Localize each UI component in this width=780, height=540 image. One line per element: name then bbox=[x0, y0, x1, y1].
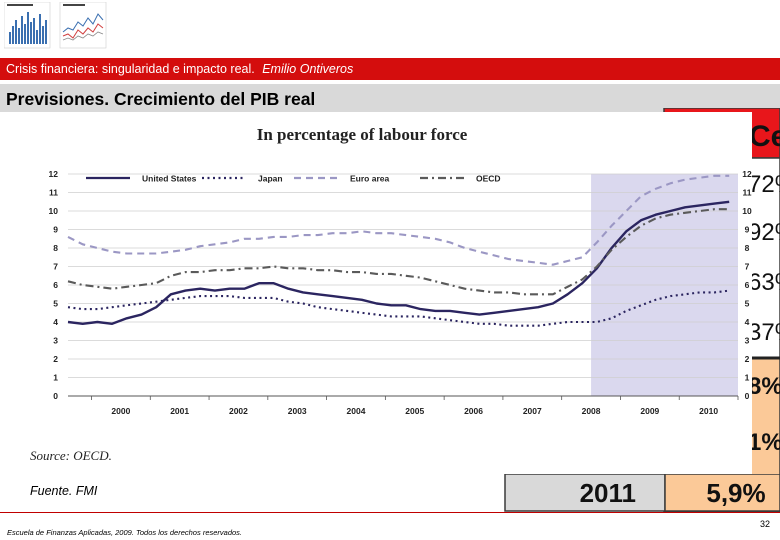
chart-legend: United States Japan Euro area OECD bbox=[86, 174, 501, 184]
x-tick-label: 2009 bbox=[640, 406, 659, 416]
y-tick-label-right: 2 bbox=[745, 354, 750, 364]
footer-divider bbox=[0, 512, 780, 513]
y-tick-label: 5 bbox=[53, 299, 58, 309]
x-tick-label: 2004 bbox=[347, 406, 366, 416]
legend-label: Japan bbox=[258, 174, 283, 184]
y-tick-label: 4 bbox=[53, 317, 58, 327]
y-tick-label-right: 8 bbox=[745, 243, 750, 253]
slide-title: Previsiones. Crecimiento del PIB real bbox=[0, 84, 780, 112]
y-tick-label-right: 3 bbox=[745, 336, 750, 346]
table-header-fragment-2: Ce bbox=[749, 120, 780, 153]
y-tick-label: 11 bbox=[49, 188, 58, 198]
x-axis: 2000 2001 2002 2003 2004 2005 2006 2007 2008 2009… bbox=[91, 396, 739, 416]
series-line-united-states bbox=[67, 200, 730, 326]
y-tick-label: 2 bbox=[53, 354, 58, 364]
thumbnail-charts bbox=[4, 2, 107, 49]
table-row-value: 72% bbox=[748, 171, 780, 198]
x-tick-label: 2001 bbox=[170, 406, 189, 416]
y-tick-label-right: 7 bbox=[745, 262, 750, 272]
x-tick-label: 2003 bbox=[288, 406, 307, 416]
table-row-value: 63% bbox=[748, 269, 780, 296]
y-tick-label-right: 6 bbox=[745, 280, 750, 290]
table-value-cell bbox=[664, 474, 780, 512]
table-row-value: 92% bbox=[748, 219, 780, 246]
y-tick-label: 10 bbox=[49, 206, 59, 216]
table-year: 2011 bbox=[580, 478, 636, 508]
series-line-japan bbox=[67, 289, 730, 327]
x-tick-label: 2002 bbox=[229, 406, 248, 416]
header-text: Crisis financiera: singularidad e impact… bbox=[6, 62, 255, 76]
y-tick-label-right: 1 bbox=[745, 373, 750, 383]
series-line-oecd bbox=[67, 208, 730, 296]
y-tick-label-right: 10 bbox=[742, 206, 752, 216]
table-value: 5,9% bbox=[706, 478, 765, 508]
y-tick-label: 6 bbox=[53, 280, 58, 290]
y-tick-label: 7 bbox=[53, 262, 58, 272]
table-row-value: 8% bbox=[748, 373, 780, 400]
gridlines bbox=[68, 173, 738, 378]
page-number: 32 bbox=[759, 519, 770, 529]
y-tick-label-right: 11 bbox=[743, 188, 752, 198]
source-note: Fuente. FMI bbox=[30, 484, 98, 498]
table-row-value: 37% bbox=[748, 319, 780, 346]
chart-source: Source: OECD. bbox=[30, 448, 112, 463]
x-tick-label: 2010 bbox=[699, 406, 718, 416]
table-year-cell bbox=[504, 474, 666, 512]
y-tick-label: 8 bbox=[53, 243, 58, 253]
y-tick-label-right: 5 bbox=[745, 299, 750, 309]
author-name: Emilio Ontiveros bbox=[262, 62, 354, 76]
x-tick-label: 2008 bbox=[582, 406, 601, 416]
y-tick-label: 0 bbox=[53, 391, 58, 401]
y-tick-label-right: 9 bbox=[745, 225, 750, 235]
copyright-text: Escuela de Finanzas Aplicadas, 2009. Tod… bbox=[7, 528, 243, 537]
y-tick-label: 9 bbox=[53, 225, 58, 235]
y-tick-label-right: 0 bbox=[745, 391, 750, 401]
series-lines bbox=[67, 174, 730, 327]
x-tick-label: 2000 bbox=[111, 406, 130, 416]
legend-label: OECD bbox=[476, 174, 501, 184]
y-tick-label: 3 bbox=[53, 336, 58, 346]
legend-label: United States bbox=[142, 174, 197, 184]
y-tick-label: 1 bbox=[53, 373, 58, 383]
chart-title: In percentage of labour force bbox=[257, 125, 468, 144]
y-tick-label: 12 bbox=[49, 169, 59, 179]
x-tick-label: 2007 bbox=[523, 406, 542, 416]
legend-label: Euro area bbox=[350, 174, 389, 184]
presentation-header-bar: Crisis financiera: singularidad e impact… bbox=[0, 58, 780, 80]
y-tick-label-right: 4 bbox=[745, 317, 750, 327]
series-line-euro-area bbox=[67, 174, 730, 266]
x-tick-label: 2005 bbox=[405, 406, 424, 416]
unemployment-line-chart: In percentage of labour force 0123456789… bbox=[4, 112, 752, 474]
y-tick-label-right: 12 bbox=[742, 169, 752, 179]
table-row-value: 1% bbox=[748, 429, 780, 456]
background-table-bottom-row: 2011 5,9% bbox=[504, 474, 780, 512]
x-tick-label: 2006 bbox=[464, 406, 483, 416]
